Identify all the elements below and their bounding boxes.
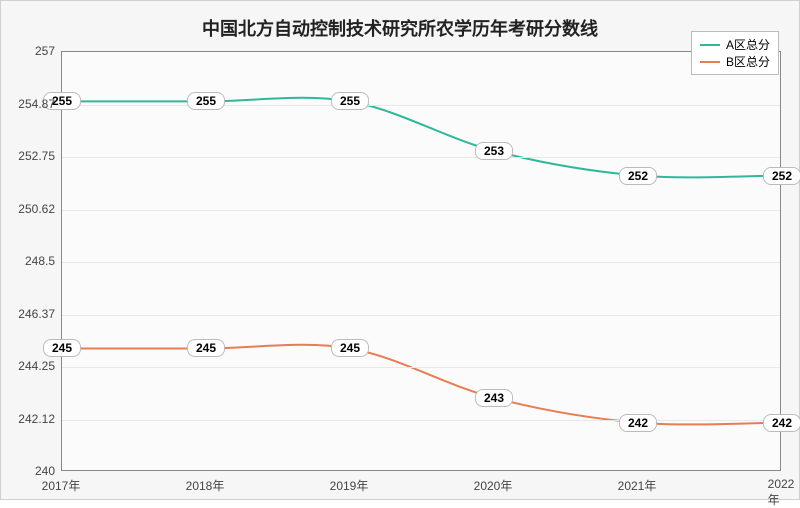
data-label: 255 [187,92,225,110]
data-label: 242 [619,414,657,432]
x-tick-label: 2021年 [618,477,657,494]
grid-line [62,262,780,263]
y-tick-label: 248.5 [5,254,55,268]
chart-container: 中国北方自动控制技术研究所农学历年考研分数线 25525525525325225… [0,0,800,500]
grid-line [62,315,780,316]
data-label: 252 [619,167,657,185]
y-tick-label: 257 [5,44,55,58]
series-line [62,345,782,425]
chart-title: 中国北方自动控制技术研究所农学历年考研分数线 [1,15,799,41]
legend-item: A区总分 [700,36,770,53]
legend-item: B区总分 [700,53,770,70]
data-label: 242 [763,414,800,432]
data-label: 243 [475,389,513,407]
legend-label: A区总分 [726,36,770,53]
x-tick-label: 2018年 [186,477,225,494]
data-label: 245 [43,339,81,357]
x-tick-label: 2020年 [474,477,513,494]
y-tick-label: 246.37 [5,307,55,321]
y-tick-label: 250.62 [5,202,55,216]
x-tick-label: 2022年 [768,477,795,508]
grid-line [62,105,780,106]
grid-line [62,367,780,368]
x-tick-label: 2019年 [330,477,369,494]
data-label: 255 [331,92,369,110]
y-tick-label: 252.75 [5,149,55,163]
y-tick-label: 254.87 [5,97,55,111]
y-tick-label: 244.25 [5,359,55,373]
series-line [62,98,782,178]
data-label: 245 [331,339,369,357]
x-tick-label: 2017年 [42,477,81,494]
plot-area: 255255255253252252245245245243242242 [61,51,781,471]
grid-line [62,420,780,421]
grid-line [62,157,780,158]
legend-swatch [700,44,720,46]
data-label: 253 [475,142,513,160]
legend-label: B区总分 [726,53,770,70]
data-label: 252 [763,167,800,185]
y-tick-label: 240 [5,464,55,478]
grid-line [62,210,780,211]
data-label: 245 [187,339,225,357]
y-tick-label: 242.12 [5,412,55,426]
legend-swatch [700,61,720,63]
legend: A区总分B区总分 [691,31,779,75]
